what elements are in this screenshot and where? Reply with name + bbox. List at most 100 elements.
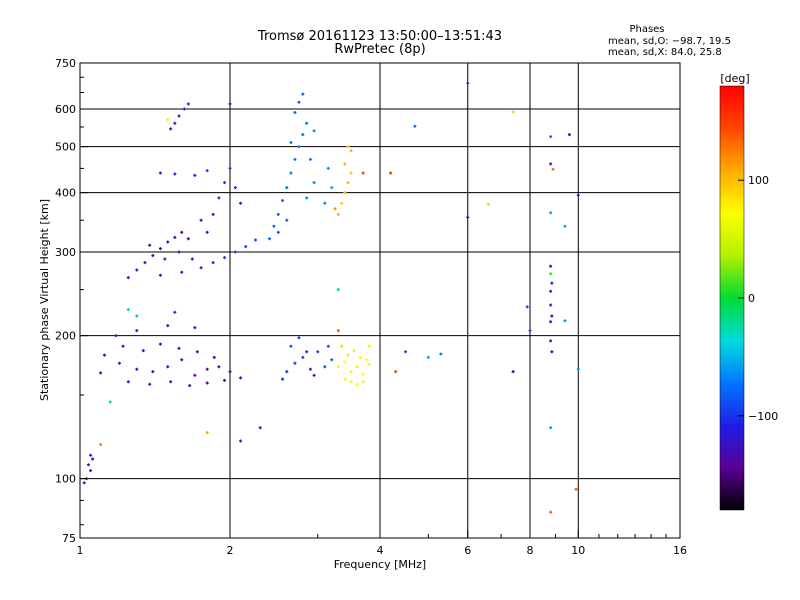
scatter-point [305,196,309,200]
scatter-point [272,224,276,228]
scatter-point [511,110,515,114]
phase-stats-heading: Phases [629,24,664,35]
scatter-point [361,372,365,376]
scatter-point [126,276,130,280]
scatter-point [276,230,280,234]
scatter-point [567,133,571,137]
scatter-point [177,250,181,254]
scatter-point [289,141,293,145]
scatter-point [297,336,301,340]
scatter-point [486,202,490,206]
scatter-point [158,342,162,346]
scatter-point [151,370,155,374]
scatter-point [550,314,554,318]
scatter-point [205,169,209,173]
scatter-point [301,92,305,96]
x-tick-label: 10 [571,544,585,557]
scatter-point [308,367,312,371]
scatter-point [326,166,330,170]
phase-stats-o: mean, sd,O: −98.7, 19.5 [608,36,731,47]
scatter-point [285,186,289,190]
scatter-point [305,121,309,125]
y-axis-ticks: 75 100 200 300 400 500 600 750 [55,57,88,545]
scatter-point [223,256,227,260]
scatter-point [89,469,93,473]
x-tick-label: 6 [464,544,471,557]
scatter-point [166,365,170,369]
scatter-point [549,289,553,293]
scatter-point [158,247,162,251]
grid-lines [80,63,680,538]
scatter-point [186,102,190,106]
scatter-point [330,358,334,362]
y-axis-label: Stationary phase Virtual Height [km] [38,199,51,401]
colorbar-ticks: 100 0 −100 [738,174,778,423]
scatter-point [389,171,393,175]
y-tick-label: 750 [55,57,76,70]
scatter-point [276,212,280,216]
scatter-point [114,334,118,338]
scatter-point [293,361,297,365]
colorbar-tick-label: 100 [748,174,769,187]
scatter-point [293,110,297,114]
scatter-point [361,380,365,384]
scatter-point [336,329,340,333]
y-tick-label: 600 [55,103,76,116]
scatter-point [316,350,320,354]
scatter-point [550,350,554,354]
y-tick-label: 400 [55,187,76,200]
scatter-point [190,257,194,261]
scatter-point [193,173,197,177]
scatter-point [549,339,553,343]
scatter-points [82,81,580,514]
scatter-point [301,355,305,359]
scatter-point [352,349,356,353]
scatter-point [549,211,553,215]
scatter-point [205,431,209,435]
scatter-point [173,121,177,125]
scatter-point [336,288,340,292]
scatter-point [99,371,103,375]
scatter-point [223,378,227,382]
x-axis-ticks: 1 2 4 6 8 10 16 [77,530,687,557]
scatter-point [143,261,147,265]
scatter-point [297,100,301,104]
scatter-point [343,377,347,381]
scatter-point [394,370,398,374]
scatter-point [551,167,555,171]
scatter-point [355,365,359,369]
scatter-point [253,238,257,242]
scatter-point [576,367,580,371]
scatter-point [103,353,107,357]
scatter-point [525,305,529,309]
scatter-point [355,382,359,386]
scatter-point [166,324,170,328]
scatter-point [549,135,553,139]
chart-subtitle: RwPretec (8p) [334,42,425,57]
scatter-point [550,281,554,285]
scatter-point [549,303,553,307]
scatter-point [117,361,121,365]
scatter-point [549,272,553,276]
scatter-point [346,353,350,357]
scatter-point [169,380,173,384]
scatter-point [180,230,184,234]
scatter-point [163,257,167,261]
scatter-point [285,370,289,374]
scatter-point [563,224,567,228]
scatter-point [301,133,305,137]
scatter-point [511,370,515,374]
scatter-point [158,171,162,175]
scatter-point [148,382,152,386]
x-tick-label: 8 [527,544,534,557]
scatter-point [135,329,139,333]
scatter-point [169,127,173,131]
scatter-point [211,261,215,265]
scatter-point [285,218,289,222]
scatter-point [312,181,316,185]
scatter-point [312,373,316,377]
scatter-point [186,237,190,241]
scatter-point [466,81,470,85]
scatter-point [148,243,152,247]
scatter-point [166,118,170,122]
